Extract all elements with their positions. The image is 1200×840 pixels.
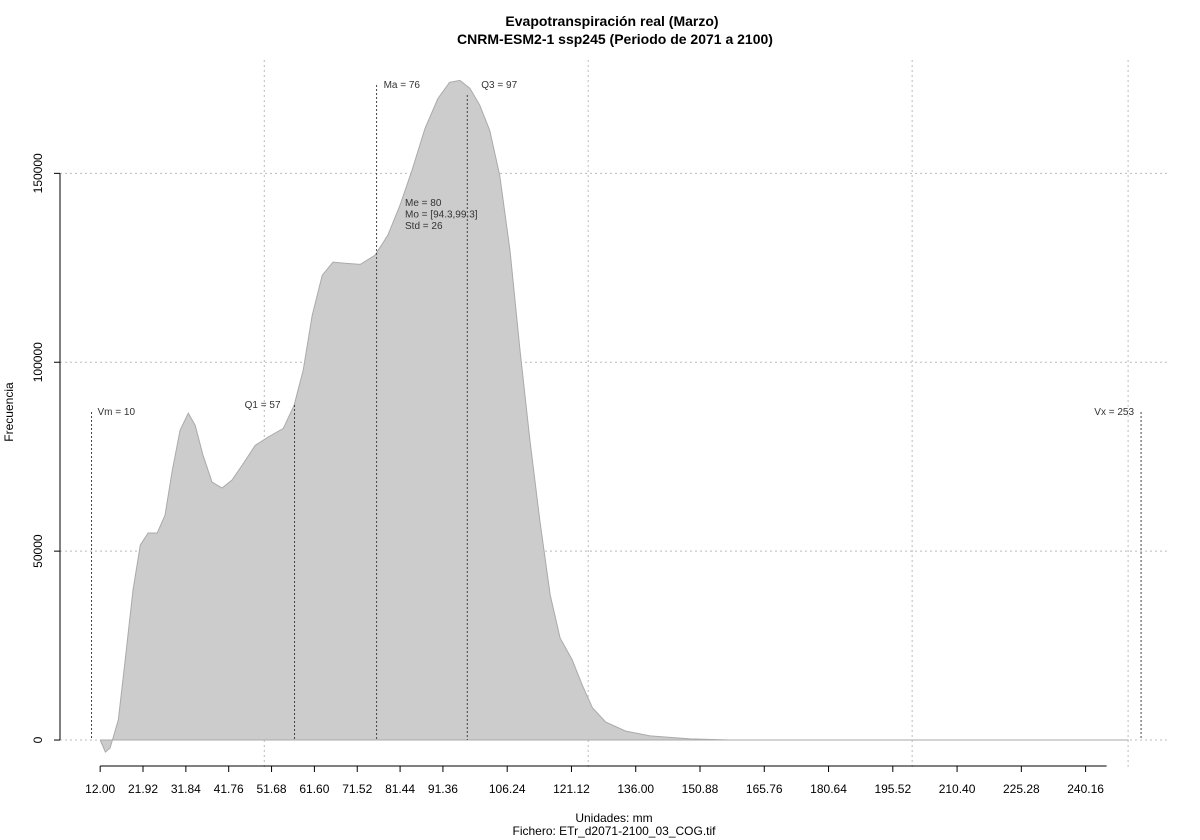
y-axis-label: Frecuencia: [2, 382, 16, 442]
x-tick-label: 51.68: [257, 782, 287, 796]
density-area: [99, 79, 1129, 753]
y-tick-label: 0: [31, 736, 45, 743]
x-tick-label: 91.36: [428, 782, 458, 796]
y-tick-label: 50000: [31, 534, 45, 568]
x-tick-label: 71.52: [342, 782, 372, 796]
x-tick-label: 150.88: [682, 782, 719, 796]
y-tick-label: 150000: [31, 153, 45, 193]
chart-subtitle: CNRM-ESM2-1 ssp245 (Periodo de 2071 a 21…: [457, 31, 773, 47]
x-tick-label: 136.00: [617, 782, 654, 796]
x-tick-label: 41.76: [214, 782, 244, 796]
x-tick-label: 121.12: [553, 782, 590, 796]
x-tick-label: 195.52: [874, 782, 911, 796]
stat-label: Me = 80: [405, 198, 442, 209]
stat-label: Std = 26: [405, 221, 443, 232]
x-tick-label: 61.60: [299, 782, 329, 796]
stat-label: Mo = [94.3,99.3]: [405, 210, 478, 221]
x-axis-label: Unidades: mm: [575, 811, 652, 825]
annotation-label: Q3 = 97: [481, 80, 517, 91]
x-tick-label: 225.28: [1003, 782, 1040, 796]
annotation-label: Vx = 253: [1094, 407, 1134, 418]
x-tick-label: 165.76: [746, 782, 783, 796]
y-tick-label: 100000: [31, 342, 45, 382]
annotation-label: Q1 = 57: [245, 400, 281, 411]
caption: Fichero: ETr_d2071-2100_03_COG.tif: [513, 824, 717, 838]
x-tick-label: 81.44: [385, 782, 415, 796]
annotation-label: Ma = 76: [384, 80, 421, 91]
x-tick-label: 210.40: [939, 782, 976, 796]
chart-title: Evapotranspiración real (Marzo): [505, 13, 718, 29]
x-tick-label: 180.64: [810, 782, 847, 796]
x-tick-label: 106.24: [489, 782, 526, 796]
x-tick-label: 240.16: [1067, 782, 1104, 796]
x-tick-label: 31.84: [171, 782, 201, 796]
x-tick-label: 12.00: [85, 782, 115, 796]
x-tick-label: 21.92: [128, 782, 158, 796]
annotation-label: Vm = 10: [98, 407, 136, 418]
